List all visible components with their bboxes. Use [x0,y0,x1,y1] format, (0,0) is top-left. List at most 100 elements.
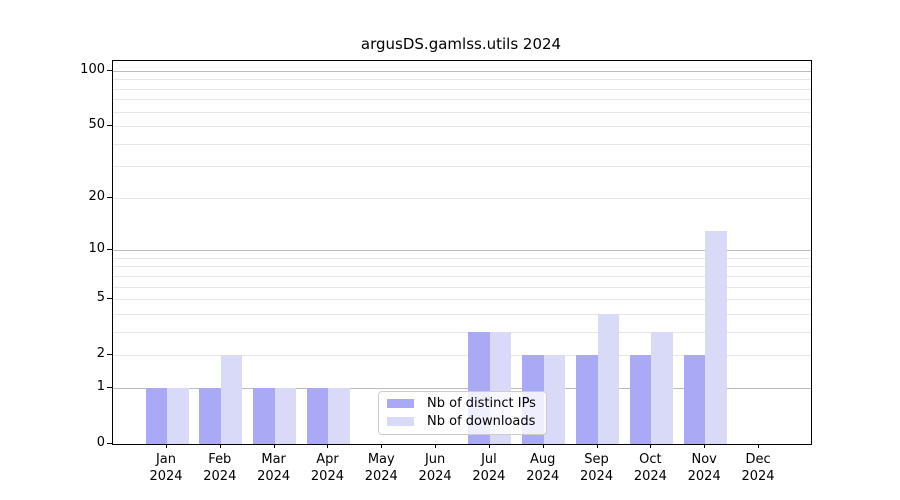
y-axis-tick [107,70,112,71]
x-axis-tick [542,444,544,448]
y-tick-label: 2 [96,346,105,362]
y-axis-tick [107,196,112,198]
x-tick-year: 2024 [741,469,775,484]
bar-distinct-ips [576,355,598,444]
x-tick-label: Dec 2024 [713,451,803,485]
y-axis-tick [107,354,112,356]
x-tick-year: 2024 [472,469,506,484]
y-tick-label: 100 [80,62,105,77]
x-tick-month: Jul [481,452,497,467]
x-tick-year: 2024 [633,469,667,484]
x-axis-tick [435,444,437,448]
x-tick-month: Dec [745,452,771,467]
x-tick-label: Nov 2024 [659,451,749,485]
gridline-minor [113,111,811,113]
gridline-minor [113,266,811,268]
x-axis-tick [219,444,221,448]
x-tick-year: 2024 [526,469,560,484]
x-tick-label: Oct 2024 [605,451,695,485]
gridline-minor [113,313,811,315]
bar-downloads [167,387,189,444]
gridline-minor [113,99,811,101]
x-tick-month: Nov [691,452,717,467]
legend: Nb of distinct IPs Nb of downloads [378,391,547,435]
x-axis-tick [488,444,490,448]
y-axis-tick [107,443,112,444]
bar-downloads [597,313,620,444]
x-axis-tick [596,444,598,448]
bar-downloads [543,355,566,444]
x-tick-month: Feb [208,452,232,467]
y-tick-label: 0 [96,435,105,450]
x-tick-year: 2024 [418,469,452,484]
x-axis-tick [704,444,706,448]
y-tick-label: 10 [88,241,105,257]
y-tick-label: 50 [88,117,105,133]
gridline-minor [113,355,811,357]
x-tick-label: Aug 2024 [498,451,588,485]
gridline-minor [113,197,811,199]
x-tick-month: Jan [155,452,177,467]
x-tick-month: Apr [316,452,339,467]
y-axis-tick [107,386,112,388]
x-tick-month: Oct [639,452,662,467]
bar-distinct-ips [306,387,329,444]
bar-downloads [328,387,350,444]
x-axis-tick [327,444,329,448]
legend-swatch-distinct-ips [387,399,414,408]
legend-swatch-downloads [387,417,414,426]
y-tick-label: 20 [88,188,105,204]
legend-label-downloads: Nb of downloads [427,414,536,429]
x-tick-year: 2024 [580,469,614,484]
x-axis-tick [273,444,275,448]
bar-distinct-ips [683,355,706,444]
x-tick-label: Sep 2024 [552,451,642,485]
x-tick-year: 2024 [257,469,291,484]
gridline-major [113,71,811,72]
bar-downloads [705,230,727,444]
gridline-minor [113,166,811,168]
y-axis-tick [107,249,112,251]
gridline-minor [113,79,811,81]
x-axis-tick [381,444,383,448]
legend-label-distinct-ips: Nb of distinct IPs [427,396,536,411]
x-tick-year: 2024 [203,469,237,484]
x-tick-label: Mar 2024 [229,451,319,485]
y-axis-tick [107,125,112,127]
x-axis-tick [166,444,167,448]
x-tick-label: Apr 2024 [282,451,372,485]
x-tick-label: Jul 2024 [444,451,534,485]
y-axis-tick [107,298,112,300]
chart-title: argusDS.gamlss.utils 2024 [360,35,562,53]
bar-distinct-ips [629,355,652,444]
x-axis-tick [650,444,652,448]
x-tick-year: 2024 [149,469,183,484]
plot-area [112,60,812,445]
y-tick-label: 1 [96,378,105,394]
legend-item-distinct-ips: Nb of distinct IPs [387,396,536,411]
gridline-major [113,250,811,252]
gridline-minor [113,275,811,277]
gridline-minor [113,88,811,90]
gridline-minor [113,286,811,288]
bar-distinct-ips [199,387,221,444]
bar-downloads [220,355,243,444]
x-tick-year: 2024 [364,469,398,484]
y-tick-label: 5 [96,290,105,306]
bar-downloads [651,331,673,444]
gridline-minor [113,299,811,301]
gridline-minor [113,143,811,145]
x-tick-label: May 2024 [336,451,426,485]
gridline-minor [113,331,811,333]
x-tick-month: Mar [261,452,286,467]
bar-distinct-ips [253,387,275,444]
x-tick-month: Jun [424,452,446,467]
bar-distinct-ips [145,387,167,444]
x-tick-label: Jun 2024 [390,451,480,485]
bar-downloads [274,387,297,444]
x-axis-tick [758,444,760,448]
legend-item-downloads: Nb of downloads [387,414,536,429]
gridline-minor [113,257,811,259]
x-tick-month: Sep [584,452,609,467]
